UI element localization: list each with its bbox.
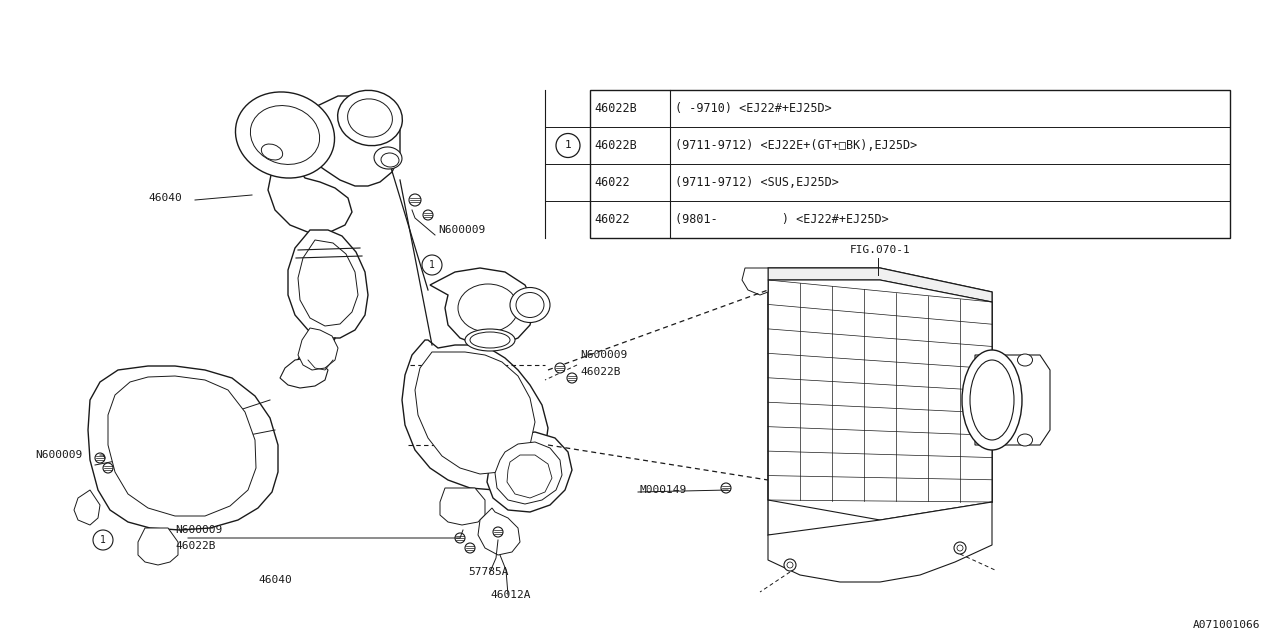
Polygon shape [74, 490, 100, 525]
Circle shape [465, 543, 475, 553]
Polygon shape [415, 352, 535, 474]
Ellipse shape [338, 90, 402, 146]
Ellipse shape [261, 144, 283, 160]
Ellipse shape [348, 99, 393, 137]
Ellipse shape [963, 350, 1021, 450]
Polygon shape [440, 488, 485, 525]
Circle shape [454, 533, 465, 543]
Polygon shape [742, 268, 768, 295]
Polygon shape [486, 432, 572, 512]
Ellipse shape [381, 153, 399, 167]
Circle shape [556, 134, 580, 157]
Polygon shape [768, 268, 992, 302]
Text: N600009: N600009 [175, 525, 223, 535]
Polygon shape [430, 268, 535, 345]
Circle shape [783, 559, 796, 571]
Circle shape [556, 363, 564, 373]
Text: N600009: N600009 [438, 225, 485, 235]
Text: N600009: N600009 [580, 350, 627, 360]
Text: 46040: 46040 [148, 193, 182, 203]
Polygon shape [975, 355, 1050, 445]
Text: N600009: N600009 [35, 450, 82, 460]
Text: 46022: 46022 [594, 213, 630, 226]
Ellipse shape [458, 284, 518, 332]
Text: 46022B: 46022B [594, 139, 636, 152]
Circle shape [422, 255, 442, 275]
Ellipse shape [1018, 354, 1033, 366]
Polygon shape [477, 508, 520, 555]
Polygon shape [402, 340, 548, 490]
Text: ( -9710) <EJ22#+EJ25D>: ( -9710) <EJ22#+EJ25D> [675, 102, 832, 115]
Text: (9711-9712) <EJ22E+(GT+□BK),EJ25D>: (9711-9712) <EJ22E+(GT+□BK),EJ25D> [675, 139, 918, 152]
Ellipse shape [236, 92, 334, 178]
Polygon shape [138, 528, 178, 565]
Circle shape [95, 453, 105, 463]
Text: (9801-         ) <EJ22#+EJ25D>: (9801- ) <EJ22#+EJ25D> [675, 213, 888, 226]
Text: FIG.070-1: FIG.070-1 [850, 245, 911, 255]
Circle shape [102, 463, 113, 473]
Polygon shape [108, 376, 256, 516]
Polygon shape [768, 280, 992, 520]
Text: 1: 1 [429, 260, 435, 270]
Text: 57785A: 57785A [468, 567, 508, 577]
Circle shape [493, 527, 503, 537]
Ellipse shape [251, 106, 320, 164]
Polygon shape [507, 455, 552, 498]
Text: A071001066: A071001066 [1193, 620, 1260, 630]
Ellipse shape [509, 287, 550, 323]
Circle shape [422, 210, 433, 220]
Text: 46022B: 46022B [594, 102, 636, 115]
Text: (9711-9712) <SUS,EJ25D>: (9711-9712) <SUS,EJ25D> [675, 176, 838, 189]
Ellipse shape [374, 147, 402, 169]
Ellipse shape [970, 360, 1014, 440]
Polygon shape [495, 442, 562, 504]
Polygon shape [88, 366, 278, 530]
Circle shape [721, 483, 731, 493]
Text: 46022B: 46022B [175, 541, 215, 551]
Text: 46022B: 46022B [580, 367, 621, 377]
Ellipse shape [470, 332, 509, 348]
Polygon shape [288, 230, 369, 338]
Polygon shape [280, 358, 328, 388]
Bar [590, 90, 1230, 238]
Circle shape [93, 530, 113, 550]
Polygon shape [298, 328, 338, 370]
Polygon shape [768, 268, 992, 548]
Ellipse shape [1018, 434, 1033, 446]
Polygon shape [298, 240, 358, 326]
Circle shape [410, 194, 421, 206]
Text: 1: 1 [564, 141, 571, 150]
Polygon shape [768, 502, 992, 582]
Circle shape [567, 373, 577, 383]
Text: 46012A: 46012A [490, 590, 530, 600]
Text: 46040: 46040 [259, 575, 292, 585]
Circle shape [954, 542, 966, 554]
Text: M000149: M000149 [640, 485, 687, 495]
Text: 1: 1 [100, 535, 106, 545]
Polygon shape [268, 96, 399, 233]
Text: 46022: 46022 [594, 176, 630, 189]
Ellipse shape [465, 329, 515, 351]
Ellipse shape [516, 292, 544, 317]
